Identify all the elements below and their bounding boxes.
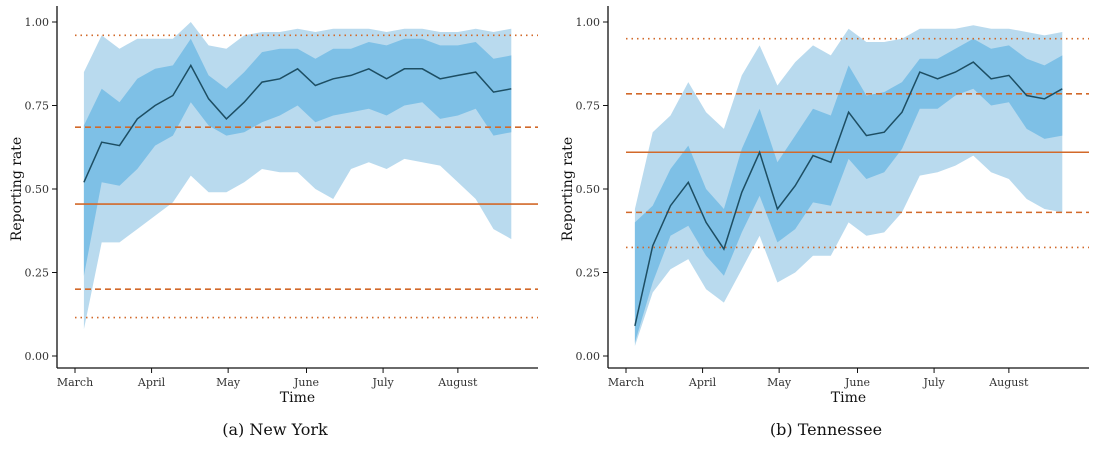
inner-interval-band [634,38,1063,343]
panel-tennessee: 0.00 0.25 0.50 0.75 1.00 March April May June Jul… [551,0,1101,456]
x-axis-title: Time [280,390,315,406]
median-line [634,61,1063,327]
panel-new-york: 0.00 0.25 0.50 0.75 1.00 March April May June Jul… [0,0,550,456]
caption-new-york: (a) New York [222,420,328,439]
x-tick-label: July [371,376,394,389]
x-tick-label: August [437,376,478,389]
y-axis-title: Reporting rate [560,137,576,241]
x-tick-label: May [216,376,241,389]
y-axis-title: Reporting rate [9,137,25,241]
x-tick-label: July [922,376,945,389]
median-line [83,63,512,183]
y-tick-label: 0.25 [576,267,601,280]
x-tick-label: March [608,376,644,389]
y-tick-label: 0.25 [25,267,50,280]
y-tick-label: 0.75 [25,100,50,113]
y-tick-label: 1.00 [25,16,50,29]
caption-tennessee: (b) Tennessee [769,420,883,439]
x-tick-label: June [844,376,870,389]
x-tick-label: August [988,376,1029,389]
y-tick-label: 0.00 [25,350,50,363]
y-tick-label: 0.50 [576,183,601,196]
y-tick-label: 0.75 [576,100,601,113]
x-tick-label: May [767,376,792,389]
y-tick-label: 0.50 [25,183,50,196]
x-axis-title: Time [831,390,866,406]
x-tick-label: April [137,376,166,389]
inner-interval-band [83,38,512,276]
chart-new-york: 0.00 0.25 0.50 0.75 1.00 March April May June Jul… [9,6,538,406]
y-tick-label: 1.00 [576,16,601,29]
outer-interval-band [634,25,1063,347]
x-tick-label: June [293,376,319,389]
y-tick-label: 0.00 [576,350,601,363]
x-tick-label: March [57,376,93,389]
chart-tennessee: 0.00 0.25 0.50 0.75 1.00 March April May June Jul… [560,6,1089,406]
x-tick-label: April [688,376,717,389]
